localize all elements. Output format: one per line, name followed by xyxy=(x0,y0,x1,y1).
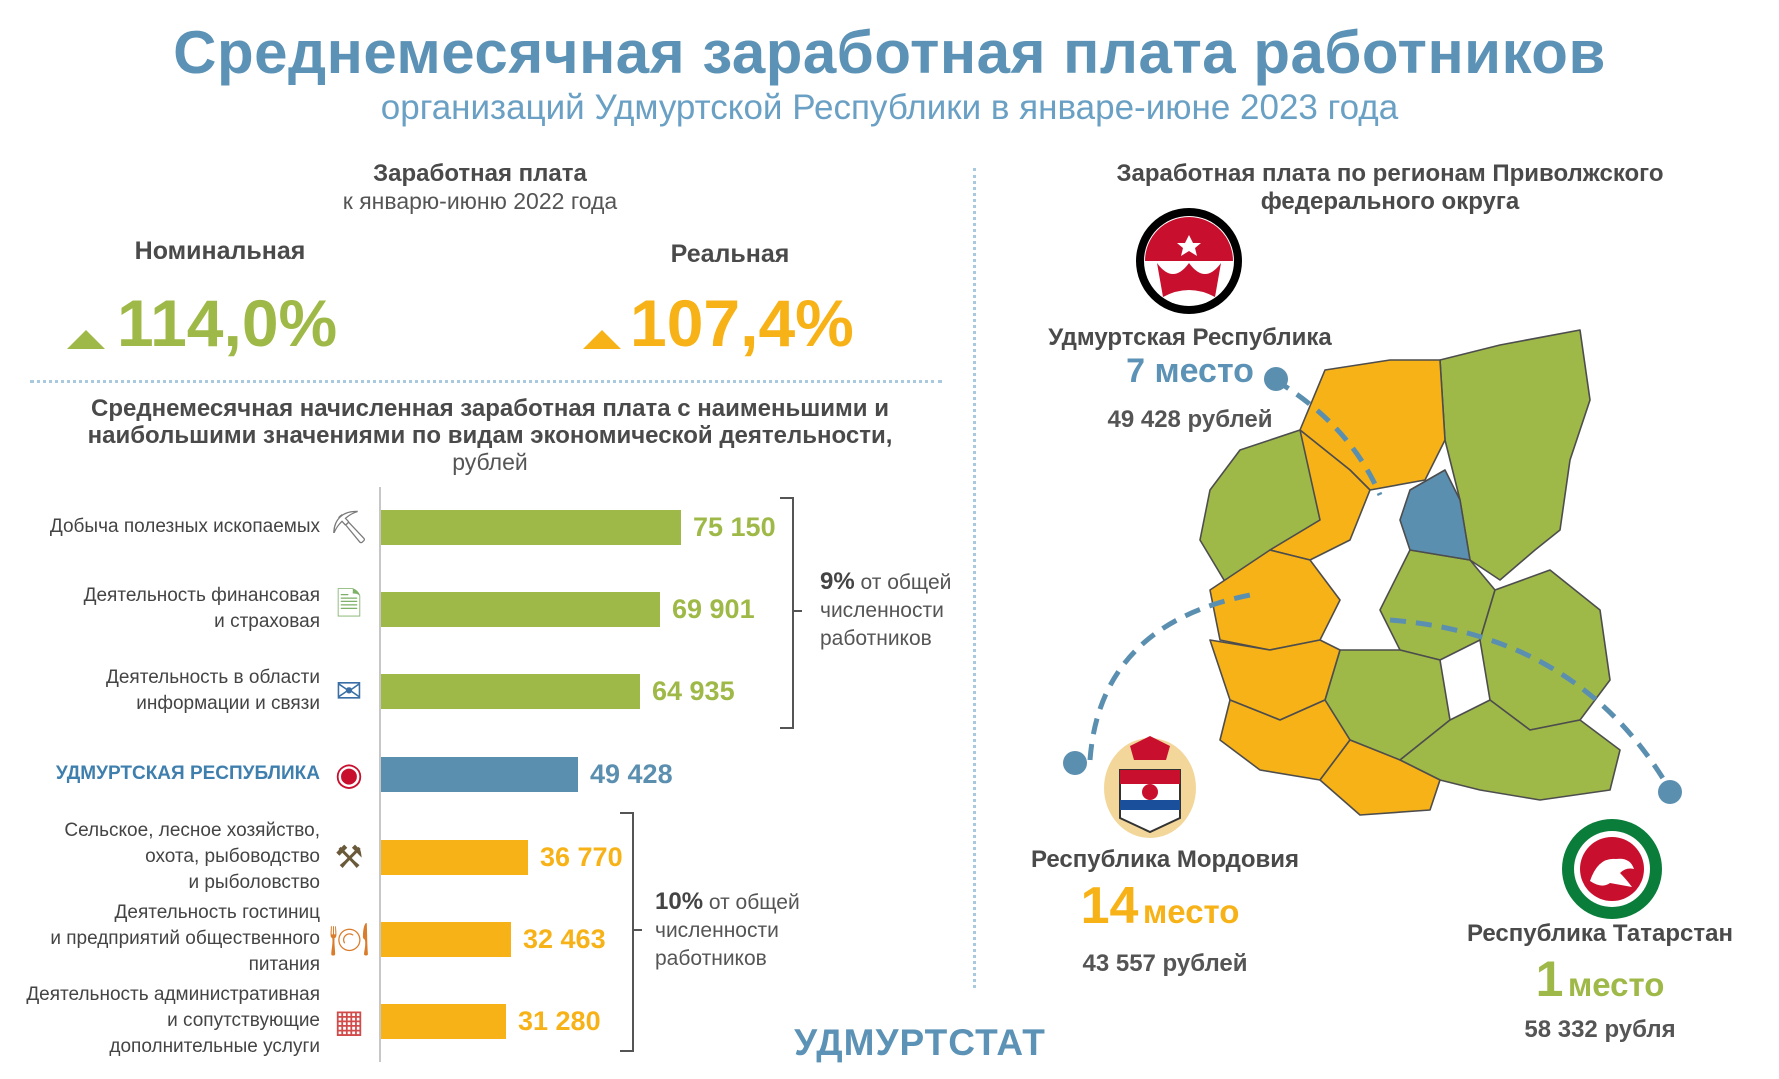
bar-value-label: 64 935 xyxy=(652,676,735,706)
category-label: Деятельность административная и сопутству… xyxy=(0,982,320,1060)
map-region-mari-el xyxy=(1269,429,1371,561)
map-region-tatarstan xyxy=(1379,549,1496,661)
category-label-line: Сельское, лесное хозяйство, xyxy=(64,820,320,841)
mordovia-name: Республика Мордовия xyxy=(1030,846,1299,873)
growth-subtitle: к январю-июню 2022 года xyxy=(342,188,618,214)
map-region-udmurtia xyxy=(1399,469,1471,561)
mordovia-salary: 43 557 рублей xyxy=(1082,950,1248,977)
mordovia-connector xyxy=(1087,592,1251,761)
tatarstan-pin xyxy=(1658,780,1682,804)
map-region-saratov xyxy=(1319,739,1441,816)
building-icon: ▦ xyxy=(333,1003,365,1039)
page-subtitle: организаций Удмуртской Республики в янва… xyxy=(380,88,1399,127)
page-title: Среднемесячная заработная плата работник… xyxy=(173,19,1606,86)
bar-1 xyxy=(381,510,681,545)
bar-value-label: 75 150 xyxy=(693,512,776,542)
bar-2 xyxy=(381,592,660,627)
bar-3 xyxy=(381,674,640,709)
growth-title: Заработная плата xyxy=(373,160,587,187)
udmurtia-salary: 49 428 рублей xyxy=(1107,406,1273,433)
map-region-perm xyxy=(1439,329,1591,581)
category-label-line: Деятельность гостиниц xyxy=(114,902,320,923)
bar-6 xyxy=(381,922,511,957)
column-divider xyxy=(973,168,976,988)
udmurtia-emblem-icon xyxy=(1136,208,1242,314)
udmurtia-connector xyxy=(1273,377,1383,496)
nominal-value: 114,0% xyxy=(117,286,338,360)
category-label-line: питания xyxy=(248,954,320,975)
up-arrow-icon xyxy=(583,330,621,349)
category-label: УДМУРТСКАЯ РЕСПУБЛИКА xyxy=(0,761,320,787)
mordovia-emblem-icon xyxy=(1104,736,1196,838)
bar-value-label: 36 770 xyxy=(540,842,623,872)
category-label-line: и предприятий общественного xyxy=(50,928,320,949)
bar-7 xyxy=(381,1004,506,1039)
salary-bar-chart: 75 150 Добыча полезных ископаемых ⛏ 69 901 Д… xyxy=(0,509,776,1060)
category-label-line: Деятельность в области xyxy=(105,667,320,688)
category-label: Деятельность в области информации и связи xyxy=(0,665,320,717)
footer-brand: УДМУРТСТАТ xyxy=(794,1022,1046,1063)
bar-value-label: 49 428 xyxy=(590,759,673,789)
chart-title: Среднемесячная начисленная заработная пл… xyxy=(87,395,893,475)
bar-value-label: 31 280 xyxy=(518,1006,601,1036)
udmurtia-rank: 7 место xyxy=(1126,352,1254,390)
real-label: Реальная xyxy=(670,240,790,268)
category-label: Добыча полезных ископаемых xyxy=(0,514,320,540)
connector-lines xyxy=(1087,377,1673,792)
chart-axis xyxy=(379,487,381,1062)
udmurtia-emblem-icon: ◉ xyxy=(335,756,363,792)
mordovia-pin xyxy=(1063,751,1087,775)
low-group-bracket xyxy=(620,812,634,1052)
map-region-chuvashia xyxy=(1209,549,1341,651)
tatarstan-salary: 58 332 рубля xyxy=(1524,1016,1676,1043)
nominal-label: Номинальная xyxy=(134,237,306,265)
bar-4 xyxy=(381,757,578,792)
fishing-rods-icon: ⚒ xyxy=(334,839,364,875)
category-label: Деятельность гостиниц и предприятий общес… xyxy=(0,900,320,978)
category-label-line: Деятельность финансовая xyxy=(83,585,320,606)
finance-document-icon: 🗎 xyxy=(336,586,362,622)
up-arrow-icon xyxy=(67,330,105,349)
phone-mail-icon: ✉ xyxy=(335,673,363,709)
category-label-line: и страховая xyxy=(214,611,320,632)
bar-5 xyxy=(381,840,528,875)
low-group-bracket-tick xyxy=(632,929,642,931)
tatarstan-emblem-icon xyxy=(1562,819,1662,919)
tatarstan-connector xyxy=(1389,617,1673,792)
category-label-line: и сопутствующие xyxy=(167,1010,320,1031)
category-label-line: Деятельность административная xyxy=(26,984,320,1005)
category-label-line: охота, рыбоводство xyxy=(145,846,320,867)
mordovia-rank: 14 место xyxy=(1080,877,1240,935)
category-label-line: и рыболовство xyxy=(188,872,320,893)
category-label-line: УДМУРТСКАЯ РЕСПУБЛИКА xyxy=(55,763,320,784)
category-label: Сельское, лесное хозяйство, охота, рыбово… xyxy=(0,818,320,896)
low-group-note: 10% от общей численности работников xyxy=(655,888,800,970)
regions-title: Заработная плата по регионам Приволжског… xyxy=(1116,160,1664,215)
udmurtia-name: Удмуртская Республика xyxy=(1048,324,1332,351)
category-label-line: дополнительные услуги xyxy=(109,1036,320,1057)
bar-value-label: 32 463 xyxy=(523,924,606,954)
bar-value-label: 69 901 xyxy=(672,594,755,624)
udmurtia-pin xyxy=(1264,367,1288,391)
tatarstan-name: Республика Татарстан xyxy=(1466,920,1733,947)
volga-district-map xyxy=(1199,329,1621,816)
category-label: Деятельность финансовая и страховая xyxy=(0,583,320,635)
real-value: 107,4% xyxy=(630,286,854,360)
high-group-bracket xyxy=(780,497,794,729)
category-label-line: информации и связи xyxy=(136,693,320,714)
high-group-bracket-tick xyxy=(792,610,802,612)
category-label-line: Добыча полезных ископаемых xyxy=(49,516,320,537)
food-plate-icon: 🍽 xyxy=(328,921,370,957)
tatarstan-rank: 1 место xyxy=(1535,951,1665,1007)
section-divider xyxy=(30,380,942,383)
high-group-note: 9% от общей численности работников xyxy=(820,568,952,650)
shovel-gem-icon: ⛏ xyxy=(328,509,370,545)
